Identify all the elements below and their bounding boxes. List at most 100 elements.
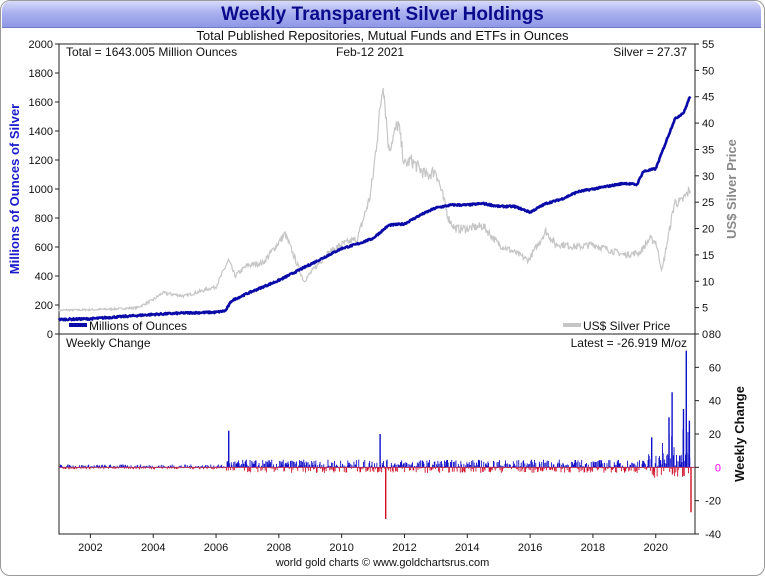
weekly-change-bar bbox=[598, 460, 600, 468]
weekly-change-bar bbox=[499, 460, 500, 468]
weekly-change-bar bbox=[464, 467, 465, 472]
weekly-change-bar bbox=[221, 467, 223, 469]
weekly-change-bar bbox=[499, 467, 501, 471]
weekly-change-bar bbox=[321, 465, 323, 468]
weekly-change-bar bbox=[474, 466, 476, 468]
weekly-change-bar bbox=[422, 461, 424, 468]
weekly-change-bar bbox=[490, 467, 491, 473]
weekly-change-bar bbox=[404, 462, 406, 468]
weekly-change-bar bbox=[288, 467, 290, 470]
x-axis-tick-label: 2018 bbox=[581, 542, 605, 554]
chart-title: Weekly Transparent Silver Holdings bbox=[221, 4, 544, 25]
weekly-change-bar bbox=[433, 465, 435, 468]
weekly-change-bar bbox=[644, 467, 646, 469]
holdings-series bbox=[57, 95, 692, 322]
weekly-change-bar bbox=[509, 464, 511, 468]
weekly-change-bar bbox=[149, 465, 151, 468]
weekly-change-bar bbox=[631, 462, 633, 468]
weekly-change-bar bbox=[351, 467, 352, 469]
weekly-change-bar bbox=[526, 463, 528, 468]
weekly-change-bar bbox=[241, 464, 242, 468]
weekly-change-bar bbox=[355, 464, 357, 468]
weekly-change-bar bbox=[378, 467, 380, 472]
weekly-change-bar bbox=[358, 467, 360, 469]
weekly-change-bar bbox=[256, 467, 258, 469]
weekly-change-bar bbox=[558, 459, 560, 468]
weekly-change-bar bbox=[633, 463, 634, 468]
weekly-change-bar bbox=[308, 465, 310, 468]
weekly-change-bar bbox=[279, 466, 281, 468]
weekly-change-bar bbox=[493, 460, 494, 468]
weekly-change-bar bbox=[203, 467, 204, 470]
weekly-change-bar bbox=[563, 465, 565, 468]
weekly-change-bar bbox=[669, 458, 671, 468]
weekly-change-bar bbox=[82, 465, 84, 468]
weekly-change-bar bbox=[538, 461, 540, 468]
weekly-change-bar bbox=[305, 467, 306, 473]
weekly-change-bar bbox=[485, 463, 487, 468]
holdings-legend-swatch bbox=[69, 323, 87, 327]
weekly-change-bar bbox=[666, 454, 668, 468]
weekly-change-bar bbox=[84, 467, 86, 469]
weekly-change-bar bbox=[554, 467, 556, 472]
weekly-change-bar bbox=[250, 467, 252, 473]
weekly-change-bar bbox=[684, 461, 686, 468]
weekly-change-bar bbox=[643, 461, 645, 468]
weekly-change-bar bbox=[189, 467, 191, 469]
weekly-change-bar bbox=[445, 465, 447, 468]
weekly-change-bar bbox=[439, 467, 441, 473]
weekly-change-bars bbox=[59, 350, 692, 519]
weekly-change-bar bbox=[114, 466, 116, 468]
x-axis-tick-label: 2016 bbox=[518, 542, 542, 554]
left-axis-tick-label: 1800 bbox=[29, 68, 53, 80]
right-axis-tick-label: 25 bbox=[702, 197, 714, 209]
weekly-change-bar bbox=[119, 465, 120, 468]
weekly-change-bar bbox=[530, 460, 532, 468]
weekly-change-bar bbox=[252, 464, 253, 468]
weekly-change-bar bbox=[221, 464, 223, 468]
weekly-change-bar bbox=[612, 467, 614, 469]
weekly-change-bar bbox=[85, 467, 87, 470]
weekly-change-bar bbox=[134, 465, 136, 468]
bottom-panel-frame bbox=[58, 333, 696, 535]
left-axis-tick-label: 600 bbox=[35, 242, 53, 254]
weekly-change-bar bbox=[282, 459, 284, 468]
weekly-change-bar bbox=[173, 465, 175, 468]
weekly-change-bar bbox=[284, 463, 286, 468]
weekly-change-bar bbox=[567, 464, 569, 468]
weekly-change-bar bbox=[506, 463, 508, 468]
weekly-change-bar bbox=[628, 467, 630, 472]
weekly-change-bar bbox=[457, 463, 459, 468]
weekly-change-bar bbox=[486, 465, 488, 468]
weekly-change-bar bbox=[69, 464, 70, 468]
total-readout: Total = 1643.005 Million Ounces bbox=[66, 45, 237, 59]
weekly-change-bar bbox=[385, 467, 387, 519]
weekly-change-bar bbox=[342, 465, 344, 468]
weekly-change-bar bbox=[169, 465, 171, 468]
weekly-change-bar bbox=[340, 460, 342, 468]
weekly-change-bar bbox=[300, 465, 302, 468]
weekly-change-bar bbox=[552, 464, 554, 468]
weekly-change-bar bbox=[549, 467, 551, 471]
weekly-change-bar bbox=[377, 467, 379, 470]
right-axis-title: US$ Silver Price bbox=[724, 139, 739, 239]
weekly-change-bar bbox=[184, 464, 186, 468]
weekly-change-bar bbox=[679, 455, 681, 468]
weekly-change-bar bbox=[360, 467, 362, 470]
weekly-change-bar bbox=[538, 467, 540, 470]
weekly-change-bar bbox=[410, 467, 412, 471]
weekly-change-bar bbox=[101, 465, 102, 468]
weekly-change-bar bbox=[678, 461, 680, 468]
weekly-change-bar bbox=[64, 467, 66, 469]
weekly-change-bar bbox=[522, 461, 524, 468]
weekly-change-bar bbox=[434, 461, 436, 468]
weekly-change-bar bbox=[636, 467, 638, 473]
weekly-change-bar bbox=[268, 460, 270, 468]
weekly-change-bar bbox=[580, 467, 582, 472]
weekly-change-bar bbox=[296, 461, 297, 468]
weekly-change-bar bbox=[329, 467, 331, 471]
weekly-change-bar bbox=[264, 467, 266, 471]
left-axis-tick-label: 800 bbox=[35, 213, 53, 225]
weekly-change-bar bbox=[501, 465, 503, 468]
weekly-change-bar bbox=[634, 463, 636, 468]
